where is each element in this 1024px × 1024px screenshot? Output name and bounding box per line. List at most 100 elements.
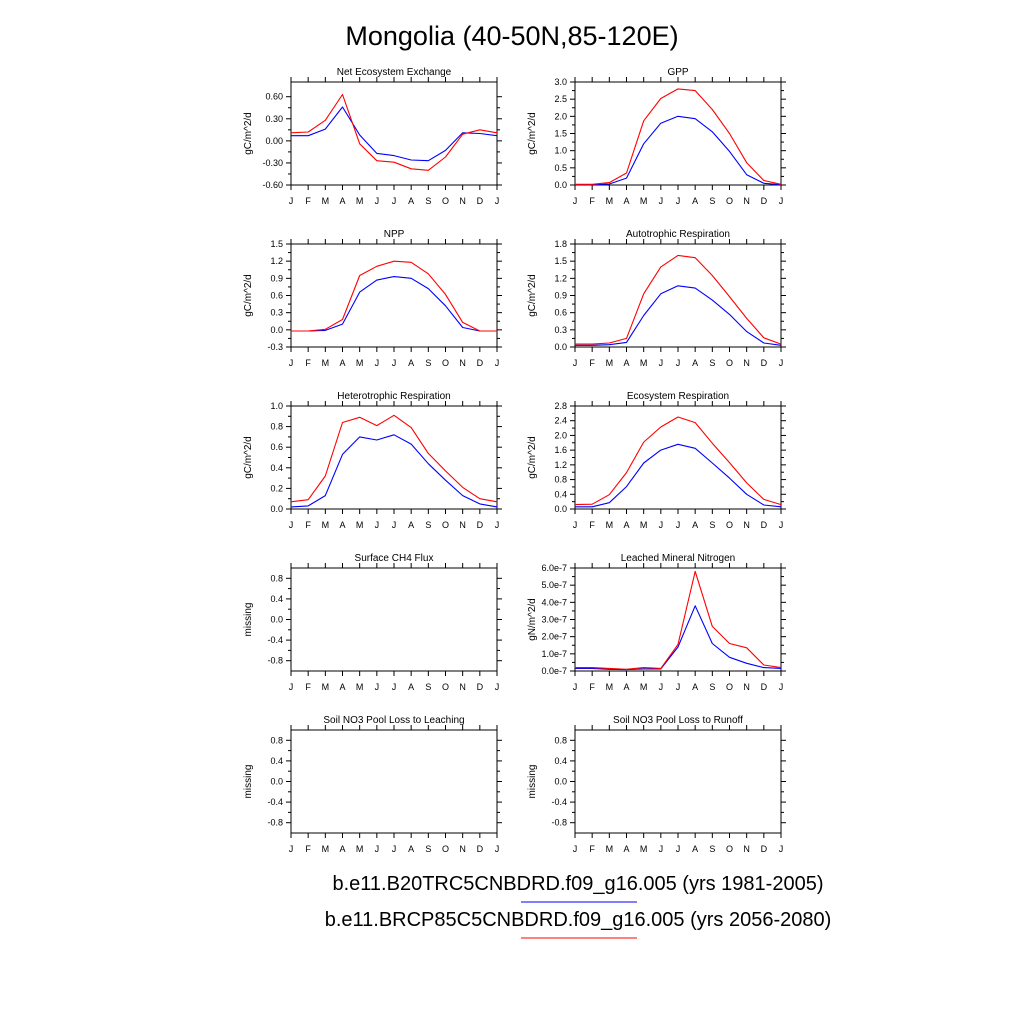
x-tick-label: J: [289, 682, 294, 692]
x-tick-label: S: [709, 358, 715, 368]
x-tick-label: F: [589, 358, 595, 368]
x-tick-label: M: [322, 682, 330, 692]
x-tick-label: M: [640, 196, 648, 206]
y-tick-label: 2.0e-7: [541, 632, 567, 642]
y-tick-label: 1.2: [554, 273, 567, 283]
x-tick-label: J: [573, 358, 578, 368]
y-tick-label: 0.6: [554, 308, 567, 318]
y-tick-label: -0.4: [267, 797, 283, 807]
y-tick-label: 0.5: [554, 163, 567, 173]
y-axis-label: gC/m^2/d: [243, 274, 254, 317]
y-tick-label: 0.6: [270, 291, 283, 301]
x-tick-label: N: [459, 196, 466, 206]
x-tick-label: A: [339, 196, 345, 206]
series-future-line: [575, 254, 782, 345]
y-tick-label: -0.8: [551, 818, 567, 828]
x-tick-label: F: [589, 844, 595, 854]
x-tick-label: M: [640, 520, 648, 530]
y-tick-label: 1.0: [554, 146, 567, 156]
x-tick-label: J: [495, 520, 500, 530]
x-tick-label: N: [459, 358, 466, 368]
x-tick-label: N: [743, 844, 750, 854]
series-future-line: [575, 88, 782, 185]
y-tick-label: 5.0e-7: [541, 580, 567, 590]
x-tick-label: J: [659, 358, 664, 368]
x-tick-label: M: [640, 844, 648, 854]
panel-title: Leached Mineral Nitrogen: [621, 553, 736, 564]
x-tick-label: M: [356, 844, 364, 854]
x-tick-label: J: [779, 682, 784, 692]
y-axis-label: missing: [243, 603, 254, 637]
x-tick-label: A: [408, 520, 414, 530]
x-tick-label: D: [761, 196, 768, 206]
series-historical-line: [575, 605, 782, 671]
x-tick-label: O: [442, 844, 449, 854]
y-axis-label: gC/m^2/d: [527, 274, 538, 317]
y-tick-label: 0.30: [265, 114, 283, 124]
x-tick-label: S: [425, 520, 431, 530]
x-tick-label: F: [589, 196, 595, 206]
series-future-line: [291, 260, 497, 332]
x-tick-label: J: [375, 844, 380, 854]
y-tick-label: 1.8: [554, 239, 567, 249]
y-tick-label: 0.9: [554, 291, 567, 301]
x-tick-label: J: [495, 682, 500, 692]
x-tick-label: J: [676, 358, 681, 368]
x-tick-label: O: [726, 196, 733, 206]
x-tick-label: J: [289, 358, 294, 368]
x-tick-label: J: [392, 358, 397, 368]
x-tick-label: O: [442, 682, 449, 692]
x-tick-label: J: [392, 682, 397, 692]
y-tick-label: 1.0: [270, 401, 283, 411]
x-tick-label: J: [375, 358, 380, 368]
series-future-line: [290, 93, 498, 171]
x-tick-label: M: [356, 196, 364, 206]
x-tick-label: D: [477, 358, 484, 368]
legend: b.e11.B20TRC5CNBDRD.f09_g16.005 (yrs 198…: [325, 873, 831, 939]
y-tick-label: 0.3: [554, 325, 567, 335]
panel-title: Heterotrophic Respiration: [337, 391, 450, 402]
x-tick-label: A: [692, 844, 698, 854]
x-tick-label: J: [779, 196, 784, 206]
x-tick-label: A: [408, 682, 414, 692]
x-tick-label: J: [573, 682, 578, 692]
series-future-line: [574, 416, 782, 506]
y-tick-label: 6.0e-7: [541, 563, 567, 573]
x-tick-label: S: [425, 844, 431, 854]
x-tick-label: J: [676, 682, 681, 692]
y-tick-label: 4.0e-7: [541, 597, 567, 607]
legend-label-historical: b.e11.B20TRC5CNBDRD.f09_g16.005 (yrs 198…: [332, 873, 823, 895]
y-tick-label: 0.8: [554, 475, 567, 485]
x-tick-label: M: [606, 196, 614, 206]
y-tick-label: 0.4: [270, 756, 283, 766]
y-tick-label: 2.8: [554, 401, 567, 411]
y-tick-label: -0.3: [267, 342, 283, 352]
y-tick-label: 0.0: [270, 615, 283, 625]
series-future-line: [290, 414, 498, 503]
x-tick-label: S: [709, 682, 715, 692]
x-tick-label: M: [606, 682, 614, 692]
series-future-line: [575, 570, 782, 670]
x-tick-label: J: [573, 196, 578, 206]
x-tick-label: J: [779, 844, 784, 854]
x-tick-label: J: [495, 358, 500, 368]
x-tick-label: O: [442, 196, 449, 206]
series-historical-line: [291, 276, 497, 332]
y-tick-label: 0.8: [270, 573, 283, 583]
y-tick-label: 0.3: [270, 308, 283, 318]
y-tick-label: 1.5: [554, 256, 567, 266]
x-tick-label: D: [477, 682, 484, 692]
y-tick-label: 0.0: [270, 504, 283, 514]
x-tick-label: J: [375, 682, 380, 692]
y-tick-label: 2.4: [554, 416, 567, 426]
x-tick-label: J: [779, 520, 784, 530]
x-tick-label: A: [623, 196, 629, 206]
y-tick-label: -0.8: [267, 818, 283, 828]
y-axis-label: gC/m^2/d: [243, 436, 254, 479]
y-tick-label: 0.9: [270, 273, 283, 283]
x-tick-label: A: [692, 196, 698, 206]
x-tick-label: S: [709, 196, 715, 206]
